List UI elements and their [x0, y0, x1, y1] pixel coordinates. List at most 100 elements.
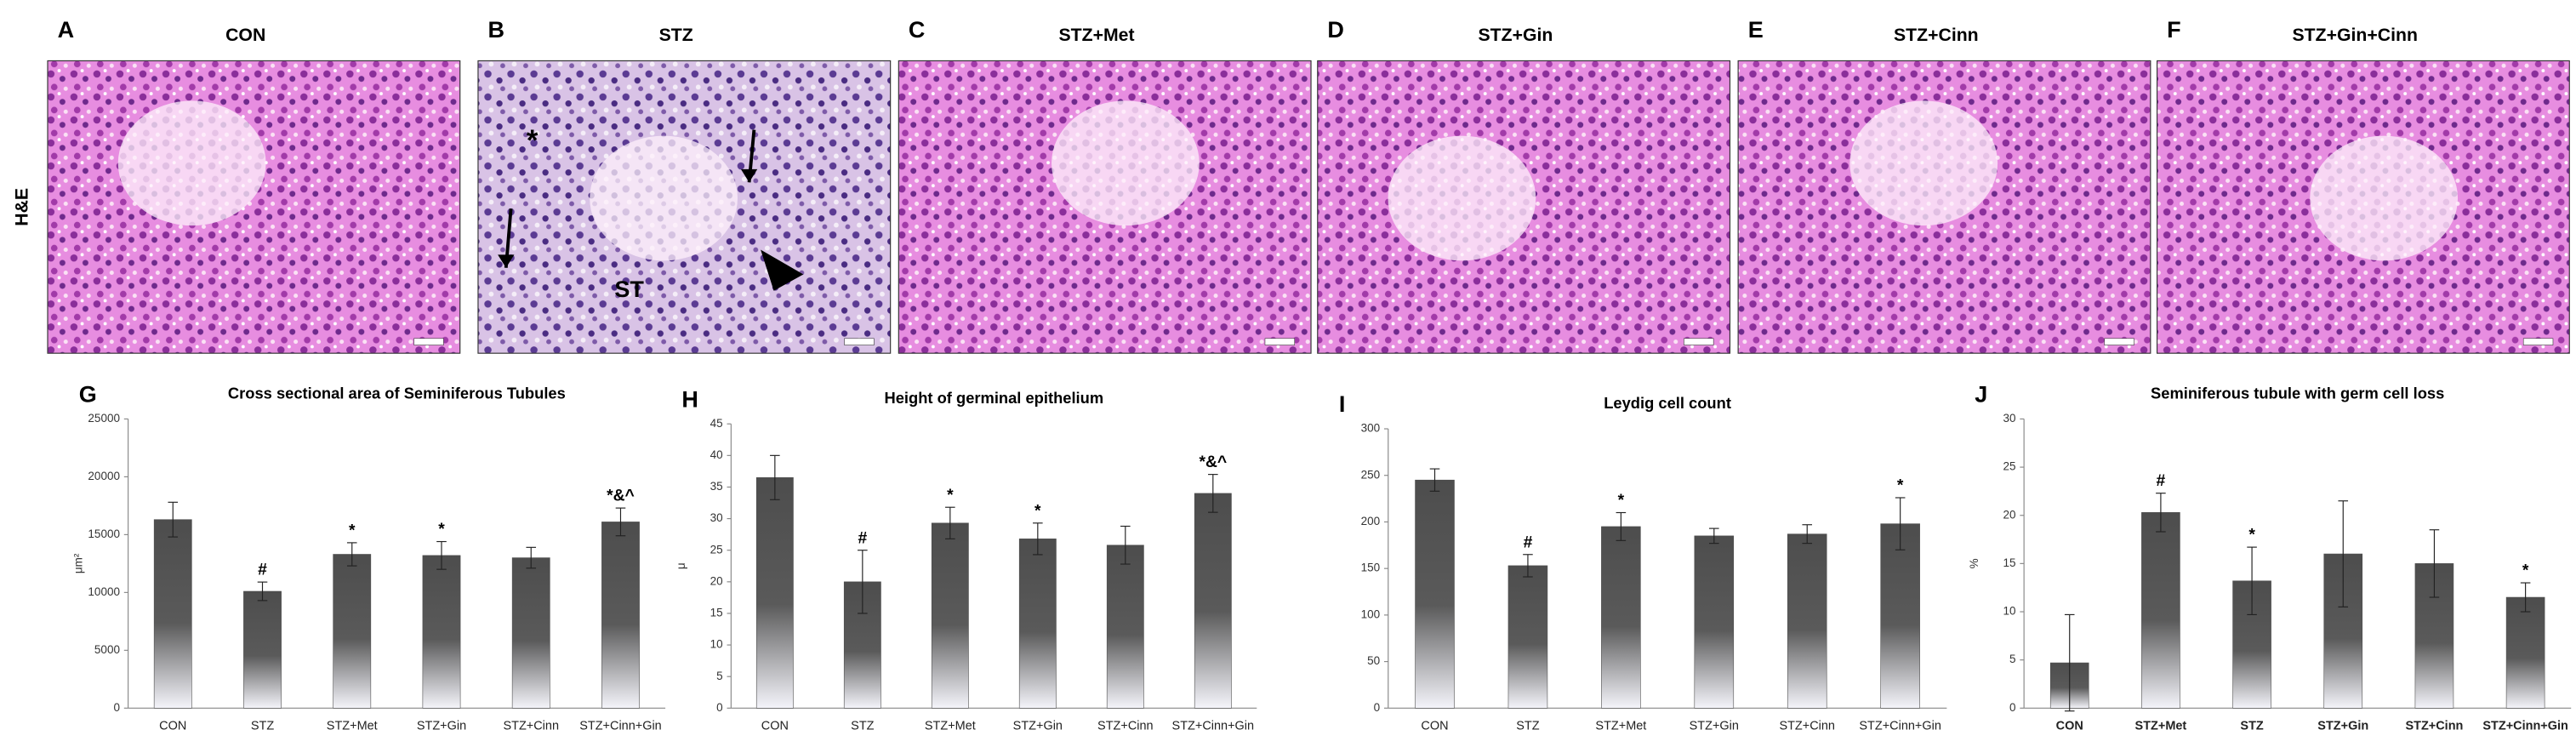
y-tick-label: 0	[2009, 701, 2016, 714]
y-tick-label: 45	[710, 417, 723, 430]
x-tick-label: STZ+Met	[1595, 719, 1646, 733]
bar	[1106, 545, 1144, 709]
panel-annotation: ST	[614, 277, 644, 302]
x-tick-label: STZ	[1516, 719, 1539, 733]
bar	[422, 555, 461, 709]
x-tick-label: STZ+Cinn	[2405, 719, 2463, 733]
x-tick-label: STZ+Gin	[417, 719, 466, 733]
significance-label: *	[1897, 477, 1904, 495]
chart-title: Cross sectional area of Seminiferous Tub…	[228, 384, 566, 402]
significance-label: *	[947, 487, 954, 505]
x-tick-label: CON	[2056, 719, 2083, 733]
panel-letter: B	[488, 17, 505, 43]
x-tick-label: STZ+Cinn+Gin	[579, 719, 662, 733]
x-tick-label: STZ+Gin	[2317, 719, 2368, 733]
y-tick-label: 5	[2009, 653, 2016, 665]
y-tick-label: 25000	[88, 412, 120, 425]
y-tick-label: 0	[1374, 701, 1381, 714]
y-tick-label: 10000	[88, 585, 120, 598]
bar	[511, 557, 550, 709]
y-tick-label: 10	[2003, 605, 2015, 618]
lumen	[1388, 135, 1536, 261]
x-tick-label: STZ+Cinn+Gin	[2482, 719, 2567, 733]
bar	[153, 519, 192, 709]
significance-label: #	[1524, 533, 1533, 551]
x-tick-label: STZ	[251, 719, 274, 733]
x-tick-label: STZ+Gin	[1013, 719, 1063, 733]
y-axis-label: μm²	[71, 553, 84, 573]
significance-label: *	[2522, 562, 2529, 580]
chart-letter: G	[79, 382, 97, 408]
panel-letter: E	[1748, 17, 1764, 43]
y-tick-label: 100	[1361, 607, 1381, 620]
significance-label: *	[438, 521, 445, 539]
scale-bar	[2104, 338, 2134, 345]
bar	[1018, 539, 1057, 709]
chart-title: Seminiferous tubule with germ cell loss	[2151, 384, 2444, 402]
significance-label: *	[1618, 492, 1625, 510]
histology-image	[47, 60, 461, 354]
significance-label: #	[258, 562, 267, 579]
lumen	[117, 100, 266, 226]
lumen	[2310, 135, 2459, 261]
bar	[1880, 523, 1920, 709]
x-tick-label: STZ+Met	[327, 719, 378, 733]
y-tick-label: 10	[710, 638, 723, 651]
x-tick-label: STZ	[851, 719, 874, 733]
bar	[243, 590, 282, 709]
scale-bar	[413, 338, 444, 345]
chart-title: Height of germinal epithelium	[885, 389, 1104, 407]
bar	[601, 522, 640, 709]
panel-title: STZ+Gin+Cinn	[2293, 25, 2418, 45]
bar	[931, 522, 969, 709]
bar	[755, 477, 794, 709]
scale-bar	[844, 338, 875, 345]
y-tick-label: 0	[716, 701, 723, 714]
row-label: H&E	[12, 188, 32, 226]
bar	[1787, 533, 1827, 709]
significance-label: *	[2248, 527, 2255, 545]
x-tick-label: CON	[1421, 719, 1448, 733]
bar	[1694, 535, 1735, 709]
panel-letter: F	[2167, 17, 2181, 43]
significance-label: *&^	[1199, 453, 1227, 471]
y-tick-label: 5	[716, 670, 723, 682]
arrowhead	[740, 168, 758, 183]
bar	[2141, 512, 2180, 709]
x-tick-label: STZ+Cinn+Gin	[1859, 719, 1941, 733]
lumen	[590, 135, 738, 261]
panel-title: STZ+Gin	[1479, 25, 1553, 45]
x-tick-label: STZ+Cinn	[1097, 719, 1154, 733]
y-tick-label: 200	[1361, 515, 1381, 527]
x-tick-label: CON	[159, 719, 186, 733]
panel-title: CON	[225, 25, 265, 45]
significance-label: *	[349, 522, 356, 539]
y-tick-label: 0	[113, 701, 120, 714]
y-tick-label: 20000	[88, 470, 120, 482]
y-tick-label: 30	[2003, 412, 2015, 425]
panel-annotation: *	[527, 125, 539, 157]
x-tick-label: STZ+Cinn	[503, 719, 559, 733]
y-tick-label: 15	[710, 607, 723, 619]
x-tick-label: STZ+Met	[925, 719, 976, 733]
lumen	[1849, 100, 1998, 226]
chart-letter: I	[1339, 391, 1346, 417]
y-tick-label: 25	[2003, 460, 2015, 473]
y-axis-label: %	[1968, 558, 1980, 568]
bar	[1415, 479, 1455, 709]
y-axis-label: μ	[675, 562, 687, 569]
panel-letter: C	[909, 17, 926, 43]
y-tick-label: 30	[710, 511, 723, 524]
x-tick-label: STZ+Cinn	[1779, 719, 1835, 733]
y-tick-label: 300	[1361, 422, 1381, 435]
bar	[1507, 565, 1548, 709]
chart-title: Leydig cell count	[1604, 394, 1731, 412]
arrowhead	[498, 254, 515, 268]
y-tick-label: 20	[710, 574, 723, 587]
panel-title: STZ	[659, 25, 693, 45]
significance-label: *&^	[607, 488, 635, 505]
x-tick-label: CON	[761, 719, 789, 733]
x-tick-label: STZ+Met	[2135, 719, 2187, 733]
